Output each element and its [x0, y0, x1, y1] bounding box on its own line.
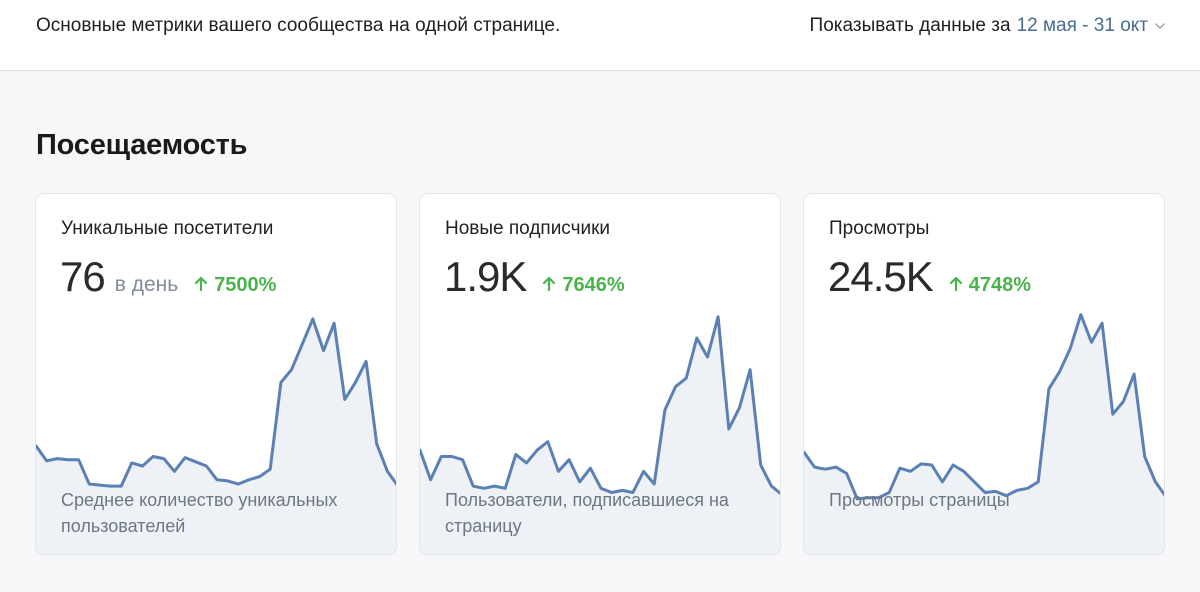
metric-value: 24.5K — [828, 253, 934, 300]
metric-delta-value: 7646% — [562, 274, 625, 296]
metric-delta: 7500% — [194, 274, 276, 297]
arrow-up-icon — [195, 276, 208, 292]
period-range-link[interactable]: 12 мая - 31 окт — [1016, 15, 1148, 36]
period-selector[interactable]: Показывать данные за 12 мая - 31 окт — [810, 14, 1166, 38]
sparkline-chart — [36, 317, 396, 554]
arrow-up-icon — [543, 276, 556, 292]
card-title: Новые подписчики — [445, 218, 611, 239]
card-description: Среднее количество уникальных пользовате… — [61, 490, 338, 536]
metric-card-new-subscribers[interactable]: Новые подписчики 1.9K 7646% Пользователи… — [419, 193, 781, 555]
sparkline-line — [36, 317, 396, 488]
sparkline-line — [804, 313, 1164, 501]
metric-delta: 7646% — [542, 274, 625, 297]
metric-delta: 4748% — [949, 274, 1031, 297]
sparkline-chart — [420, 315, 780, 554]
period-label: Показывать данные за — [809, 15, 1011, 36]
top-bar: Основные метрики вашего сообщества на од… — [0, 0, 1200, 71]
card-title: Уникальные посетители — [61, 218, 274, 239]
metric-delta-value: 7500% — [214, 274, 277, 296]
sparkline-area — [420, 316, 780, 554]
sparkline-line — [420, 315, 780, 495]
sparkline-area — [804, 314, 1164, 554]
sparkline-area — [36, 318, 396, 554]
card-title: Просмотры — [829, 218, 930, 239]
metric-row: 24.5K 4748% — [828, 251, 1031, 303]
arrow-up-icon — [949, 276, 962, 292]
metric-value: 76 — [60, 253, 106, 300]
page-subtitle: Основные метрики вашего сообщества на од… — [36, 15, 561, 36]
metric-unit: в день — [114, 273, 179, 296]
chevron-down-icon[interactable] — [1154, 20, 1166, 32]
sparkline-chart — [804, 313, 1164, 554]
metric-row: 76 в день 7500% — [60, 251, 276, 303]
section-title: Посещаемость — [36, 129, 248, 161]
metric-delta-value: 4748% — [968, 274, 1032, 296]
metric-card-views[interactable]: Просмотры 24.5K 4748% Просмотры страницы — [803, 193, 1165, 555]
metric-card-unique-visitors[interactable]: Уникальные посетители 76 в день 7500% Ср… — [35, 193, 397, 555]
metric-value: 1.9K — [444, 253, 527, 300]
card-description: Пользователи, подписавшиеся на страницу — [445, 490, 729, 536]
metric-row: 1.9K 7646% — [444, 251, 625, 303]
card-description: Просмотры страницы — [829, 490, 1010, 510]
